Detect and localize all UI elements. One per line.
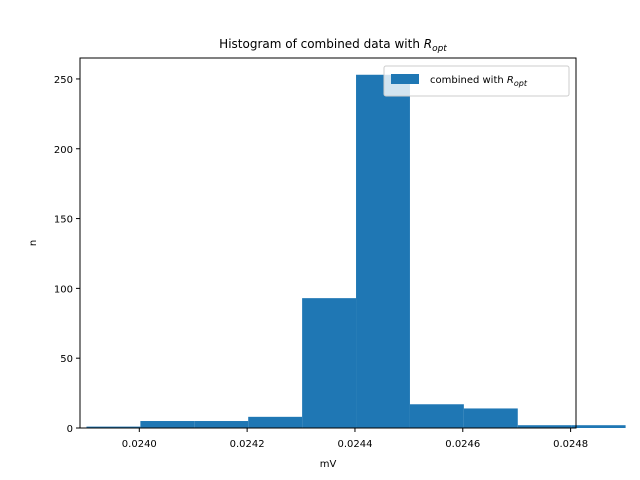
histogram-bar-1	[140, 421, 195, 428]
y-tick-label-0: 0	[67, 424, 73, 435]
y-tick-label-5: 250	[54, 75, 73, 86]
chart-title: Histogram of combined data with Ropt	[219, 37, 447, 54]
x-tick-label-2: 0.0244	[337, 439, 372, 450]
x-tick-label-1: 0.0242	[230, 439, 265, 450]
x-axis-ticks: 0.0240 0.0242 0.0244 0.0246 0.0248	[122, 428, 588, 450]
x-tick-label-0: 0.0240	[122, 439, 157, 450]
histogram-bar-3	[248, 416, 303, 428]
y-axis-ticks: 0 50 100 150 200 250	[54, 75, 80, 435]
histogram-bar-2	[194, 421, 249, 428]
legend-swatch	[391, 74, 419, 84]
x-axis-label: mV	[320, 459, 337, 470]
legend-label: combined with Ropt	[430, 75, 528, 88]
y-tick-label-3: 150	[54, 215, 73, 226]
histogram-bar-9	[571, 425, 626, 428]
histogram-bar-0	[86, 426, 141, 428]
histogram-bar-4	[302, 298, 357, 428]
legend-box	[383, 65, 570, 97]
x-tick-label-3: 0.0246	[445, 439, 480, 450]
plot-frame	[79, 57, 577, 429]
histogram-bar-6	[409, 404, 464, 428]
histogram-bars	[86, 74, 626, 429]
legend: combined with Ropt	[383, 65, 570, 97]
y-tick-label-1: 50	[60, 354, 73, 365]
histogram-bar-8	[517, 425, 572, 428]
histogram-bar-5	[356, 74, 410, 429]
y-tick-label-2: 100	[54, 284, 73, 295]
y-tick-label-4: 200	[54, 145, 73, 156]
x-tick-label-4: 0.0248	[553, 439, 588, 450]
histogram-bar-7	[463, 408, 518, 428]
y-axis-label: n	[28, 240, 39, 246]
